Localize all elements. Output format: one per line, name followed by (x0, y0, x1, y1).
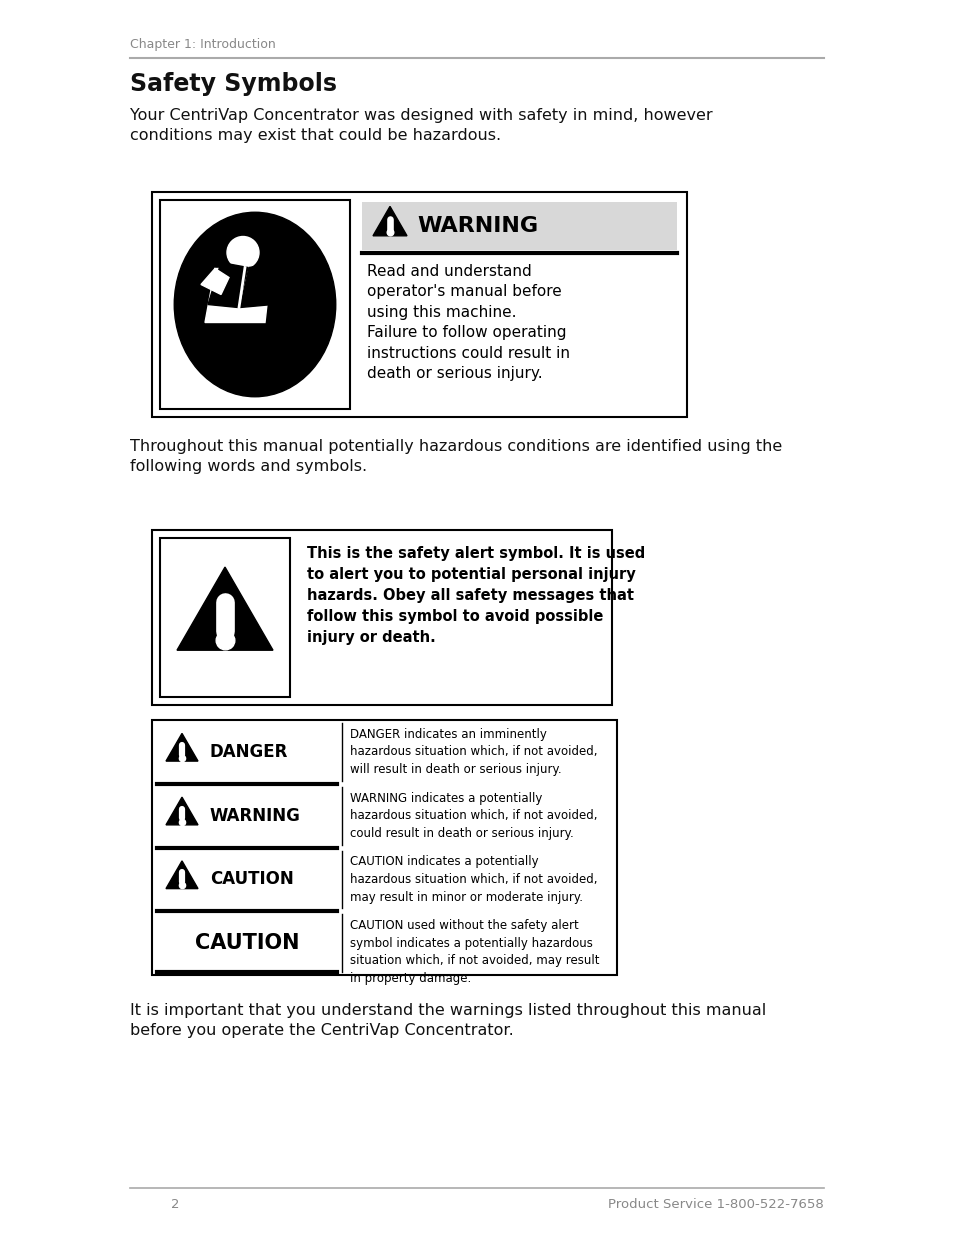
Polygon shape (373, 206, 407, 236)
Text: Chapter 1: Introduction: Chapter 1: Introduction (130, 38, 275, 51)
Ellipse shape (174, 212, 335, 396)
Text: DANGER: DANGER (210, 743, 288, 761)
Text: It is important that you understand the warnings listed throughout this manual
b: It is important that you understand the … (130, 1003, 765, 1037)
Text: This is the safety alert symbol. It is used
to alert you to potential personal i: This is the safety alert symbol. It is u… (307, 546, 644, 645)
Text: Safety Symbols: Safety Symbols (130, 72, 336, 96)
Text: WARNING: WARNING (416, 216, 537, 236)
Text: WARNING: WARNING (210, 806, 300, 825)
Text: Product Service 1-800-522-7658: Product Service 1-800-522-7658 (608, 1198, 823, 1212)
Bar (152, 720, 617, 974)
Text: Your CentriVap Concentrator was designed with safety in mind, however
conditions: Your CentriVap Concentrator was designed… (130, 107, 712, 143)
Bar (160, 200, 350, 409)
Polygon shape (208, 263, 248, 308)
Text: CAUTION indicates a potentially
hazardous situation which, if not avoided,
may r: CAUTION indicates a potentially hazardou… (350, 856, 597, 904)
Text: Throughout this manual potentially hazardous conditions are identified using the: Throughout this manual potentially hazar… (130, 438, 781, 474)
Polygon shape (240, 263, 281, 308)
Polygon shape (166, 797, 198, 825)
Text: CAUTION: CAUTION (210, 871, 294, 888)
Polygon shape (177, 567, 273, 650)
Text: DANGER indicates an imminently
hazardous situation which, if not avoided,
will r: DANGER indicates an imminently hazardous… (350, 727, 597, 776)
Bar (152, 191, 686, 417)
Text: WARNING indicates a potentially
hazardous situation which, if not avoided,
could: WARNING indicates a potentially hazardou… (350, 792, 597, 840)
Polygon shape (201, 268, 229, 294)
Bar (152, 530, 612, 705)
Text: CAUTION: CAUTION (194, 934, 299, 953)
Text: 2: 2 (171, 1198, 179, 1212)
Bar (361, 203, 677, 249)
Text: Read and understand
operator's manual before
using this machine.
Failure to foll: Read and understand operator's manual be… (367, 264, 569, 382)
Bar (160, 538, 290, 697)
Polygon shape (205, 268, 271, 322)
Polygon shape (166, 734, 198, 761)
Polygon shape (166, 861, 198, 889)
Circle shape (227, 236, 258, 268)
Text: CAUTION used without the safety alert
symbol indicates a potentially hazardous
s: CAUTION used without the safety alert sy… (350, 919, 598, 984)
